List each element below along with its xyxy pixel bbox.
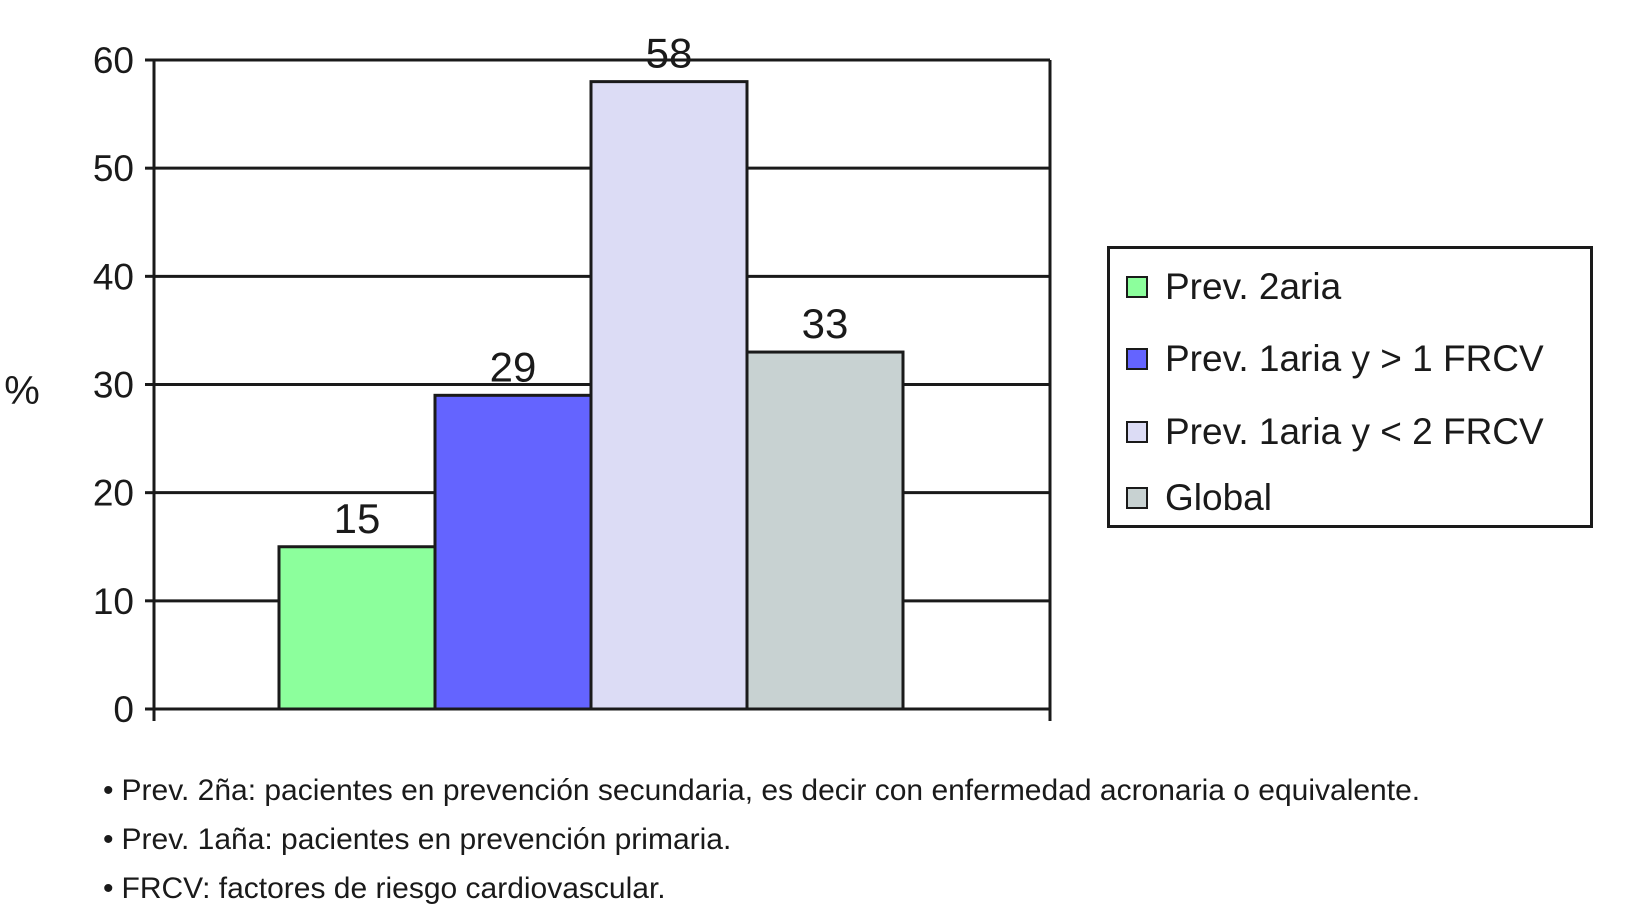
legend-label: Prev. 1aria y < 2 FRCV [1165,411,1544,452]
footnote: FRCV: factores de riesgo cardiovascular. [103,864,1420,913]
bar-value-label: 29 [490,343,537,390]
bar [277,545,437,711]
footnotes: Prev. 2ña: pacientes en prevención secun… [103,766,1421,913]
bar-value-label: 33 [802,300,849,347]
legend-item-global: Global [1126,478,1272,518]
bar-value-label: 58 [646,30,693,77]
bar-value-label: 15 [334,495,381,542]
footnote: Prev. 2ña: pacientes en prevención secun… [103,766,1421,815]
legend-swatch-prev-2aria [1126,276,1148,298]
y-tick-label: 10 [93,581,134,622]
legend-item-prev-1aria-mas-1-frcv: Prev. 1aria y > 1 FRCV [1126,339,1544,379]
legend-label: Prev. 1aria y > 1 FRCV [1165,338,1544,379]
legend-item-prev-1aria-menos-2-frcv: Prev. 1aria y < 2 FRCV [1126,412,1544,452]
legend-swatch-global [1126,487,1148,509]
y-tick-label: 30 [93,365,134,406]
y-tick-label: 50 [93,148,134,189]
legend-item-prev-2aria: Prev. 2aria [1126,267,1341,307]
y-axis-label: % [4,369,40,413]
y-tick-label: 60 [93,40,134,81]
y-tick-label: 0 [113,689,134,730]
y-tick-label: 20 [93,473,134,514]
bar [433,393,593,711]
bar-chart: 15 29 58 33 0 10 20 30 40 50 60% [4,30,1052,730]
bar [589,80,749,711]
legend-swatch-prev-1aria-menos-2-frcv [1126,421,1148,443]
legend-swatch-prev-1aria-mas-1-frcv [1126,348,1148,370]
y-tick-label: 40 [93,256,134,297]
footnote: Prev. 1aña: pacientes en prevención prim… [103,815,1420,864]
legend-label: Global [1165,477,1272,518]
chart-legend: Prev. 2aria Prev. 1aria y > 1 FRCV Prev.… [1107,246,1593,528]
legend-label: Prev. 2aria [1165,266,1342,307]
bar [745,350,905,711]
